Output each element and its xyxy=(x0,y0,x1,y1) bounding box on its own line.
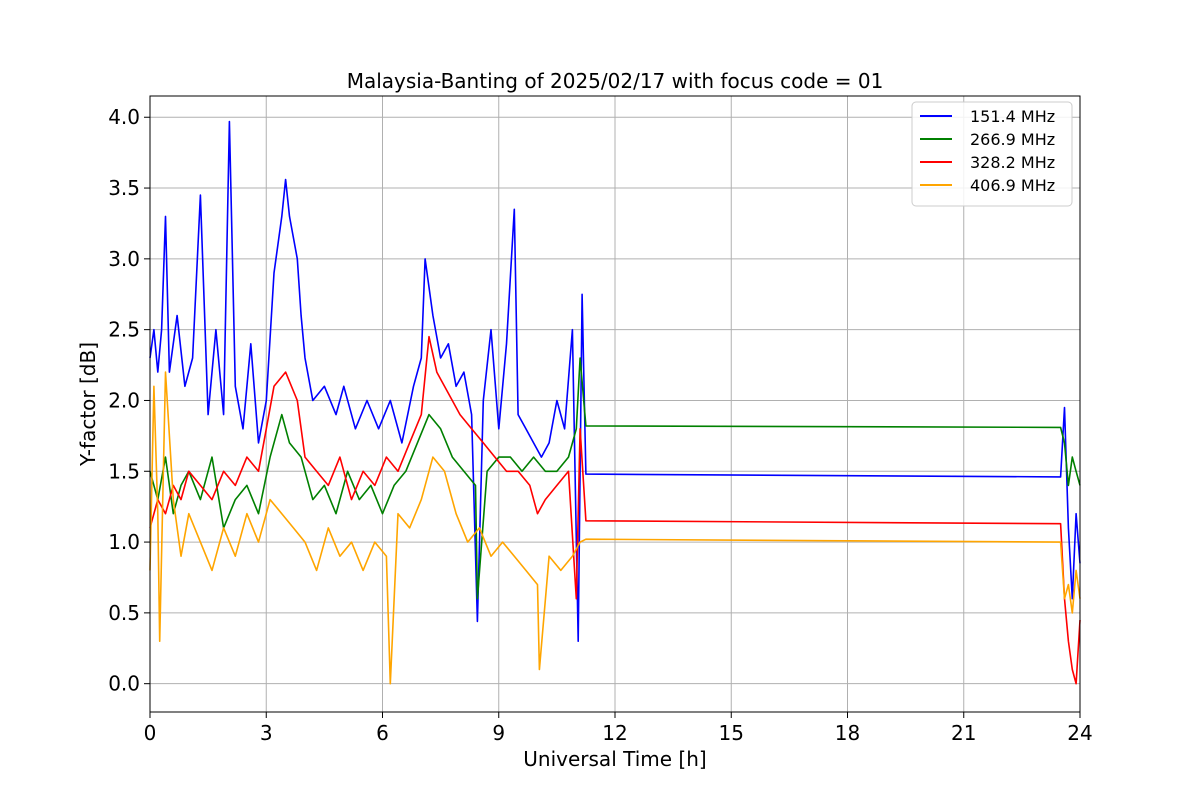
series-line-3 xyxy=(149,335,1081,685)
x-tick-label: 15 xyxy=(719,721,744,745)
y-tick-label: 3.0 xyxy=(108,247,140,271)
x-axis-label: Universal Time [h] xyxy=(523,747,706,771)
x-tick-label: 0 xyxy=(144,721,157,745)
y-tick-label: 4.0 xyxy=(108,105,140,129)
y-tick-label: 0.5 xyxy=(108,601,140,625)
x-tick-label: 18 xyxy=(835,721,860,745)
chart-title: Malaysia-Banting of 2025/02/17 with focu… xyxy=(347,69,884,93)
legend-box xyxy=(911,101,1073,207)
legend: 151.4 MHz 266.9 MHz 328.2 MHz 406.9 MHz xyxy=(911,101,1073,207)
series-line-4 xyxy=(149,371,1081,685)
x-tick-label: 9 xyxy=(492,721,505,745)
y-tick-label: 2.0 xyxy=(108,388,140,412)
series-group xyxy=(149,120,1081,685)
x-tick-label: 24 xyxy=(1067,721,1092,745)
axis-ticks: 0 3 6 9 12 15 18 21 24 0.0 0.5 1.0 1.5 2.0 2.5 3.0 3.5 4.… xyxy=(108,105,1093,745)
series-line-1 xyxy=(149,120,1081,643)
x-tick-label: 6 xyxy=(376,721,389,745)
x-tick-label: 12 xyxy=(602,721,627,745)
y-tick-label: 2.5 xyxy=(108,318,140,342)
y-tick-label: 3.5 xyxy=(108,176,140,200)
legend-label: 151.4 MHz xyxy=(970,107,1055,126)
legend-label: 266.9 MHz xyxy=(970,130,1055,149)
y-tick-label: 1.5 xyxy=(108,459,140,483)
legend-label: 406.9 MHz xyxy=(970,176,1055,195)
y-axis-label: Y-factor [dB] xyxy=(76,342,100,467)
x-tick-label: 3 xyxy=(260,721,273,745)
y-tick-label: 0.0 xyxy=(108,672,140,696)
legend-label: 328.2 MHz xyxy=(970,153,1055,172)
y-tick-label: 1.0 xyxy=(108,530,140,554)
x-tick-label: 21 xyxy=(951,721,976,745)
